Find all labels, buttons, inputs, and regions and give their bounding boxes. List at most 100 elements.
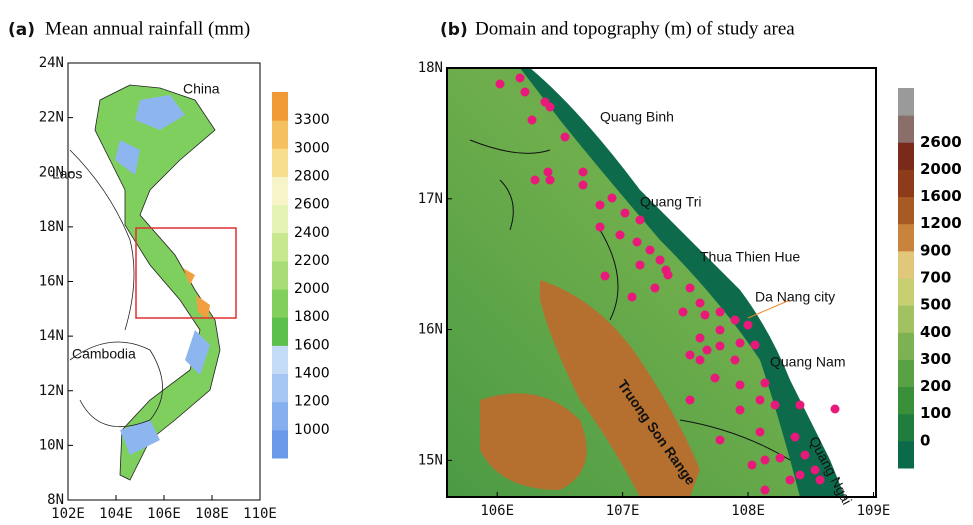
station xyxy=(632,237,642,247)
colorbar-label: 200 xyxy=(920,377,951,395)
station xyxy=(730,355,740,365)
colorbar-bin xyxy=(898,359,914,388)
station xyxy=(495,79,505,89)
colorbar-label: 2400 xyxy=(294,225,330,241)
province-borders xyxy=(469,139,791,461)
colorbar-label: 3000 xyxy=(294,140,330,156)
colorbar-bin xyxy=(898,413,914,442)
station xyxy=(735,338,745,348)
station xyxy=(655,255,665,265)
colorbar-label: 0 xyxy=(920,431,930,449)
colorbar-label: 1200 xyxy=(294,394,330,410)
station xyxy=(830,404,840,414)
station xyxy=(695,333,705,343)
leader-line xyxy=(747,299,791,319)
colorbar-bin xyxy=(272,148,288,177)
colorbar-label: 2000 xyxy=(294,281,330,297)
y-tick-label: 16N xyxy=(39,274,64,290)
colorbar-label: 900 xyxy=(920,241,951,259)
station xyxy=(685,350,695,360)
station xyxy=(685,283,695,293)
colorbar-bin xyxy=(898,278,914,306)
colorbar-bin xyxy=(898,305,914,333)
station xyxy=(795,400,805,410)
x-tick-label: 109E xyxy=(857,503,891,519)
station xyxy=(743,320,753,330)
x-tick-label: 102E xyxy=(51,506,85,522)
colorbar-label: 300 xyxy=(920,350,951,368)
colorbar-bin xyxy=(898,88,914,116)
station xyxy=(735,405,745,415)
station xyxy=(530,175,540,185)
station xyxy=(715,325,725,335)
colorbar-bin xyxy=(272,373,288,403)
station xyxy=(795,470,805,480)
station xyxy=(595,200,605,210)
colorbar-bin xyxy=(898,196,914,225)
station xyxy=(635,215,645,225)
rainfall-high xyxy=(183,268,210,320)
station xyxy=(760,485,770,495)
colorbar-label: 1200 xyxy=(920,214,962,232)
station xyxy=(543,167,553,177)
station xyxy=(755,395,765,405)
colorbar-label: 100 xyxy=(920,404,951,422)
station xyxy=(715,435,725,445)
place-label: Quang Tri xyxy=(640,194,701,210)
station xyxy=(527,115,537,125)
colorbar-label: 500 xyxy=(920,296,951,314)
vietnam-rainfall xyxy=(94,84,221,481)
y-tick-label: 8N xyxy=(47,492,64,508)
station xyxy=(560,132,570,142)
station xyxy=(815,475,825,485)
station xyxy=(700,310,710,320)
station xyxy=(790,432,800,442)
station xyxy=(695,298,705,308)
x-tick-label: 110E xyxy=(243,506,277,522)
station xyxy=(702,345,712,355)
map-a xyxy=(67,62,261,501)
colorbar-bin xyxy=(898,142,914,170)
station xyxy=(760,378,770,388)
station xyxy=(747,460,757,470)
colorbar-bin xyxy=(272,401,288,431)
study-box xyxy=(135,227,237,319)
station xyxy=(600,271,610,281)
panel-tag: (b) xyxy=(440,20,468,40)
coastal-plain xyxy=(520,68,845,497)
station xyxy=(685,395,695,405)
station xyxy=(607,193,617,203)
colorbar-bin xyxy=(898,115,914,143)
colorbar-label: 2800 xyxy=(294,168,330,184)
colorbar-label: 2000 xyxy=(920,160,962,178)
station xyxy=(663,270,673,280)
colorbar-label: 2600 xyxy=(294,197,330,213)
station xyxy=(520,87,530,97)
place-label: Thua Thien Hue xyxy=(700,249,800,265)
colorbar-bin xyxy=(272,120,288,149)
station xyxy=(810,465,820,475)
x-tick-label: 104E xyxy=(99,506,133,522)
colorbar-label: 1600 xyxy=(920,187,962,205)
colorbar-bin xyxy=(272,204,288,234)
y-tick-label: 18N xyxy=(418,60,443,76)
y-tick-label: 24N xyxy=(39,55,64,71)
station xyxy=(578,167,588,177)
station xyxy=(775,453,785,463)
highland xyxy=(480,280,700,497)
y-tick-label: 12N xyxy=(39,383,64,399)
y-tick-label: 20N xyxy=(39,164,64,180)
x-tick-label: 107E xyxy=(606,503,640,519)
x-tick-label: 108E xyxy=(731,503,765,519)
station xyxy=(595,222,605,232)
station xyxy=(578,180,588,190)
x-tick-label: 106E xyxy=(147,506,181,522)
station xyxy=(735,380,745,390)
place-label: Cambodia xyxy=(72,346,136,362)
colorbar-bin xyxy=(898,386,914,415)
colorbar-bin xyxy=(898,250,914,279)
y-tick-label: 22N xyxy=(39,110,64,126)
colorbar-bin xyxy=(272,176,288,206)
y-tick-label: 10N xyxy=(39,437,64,453)
